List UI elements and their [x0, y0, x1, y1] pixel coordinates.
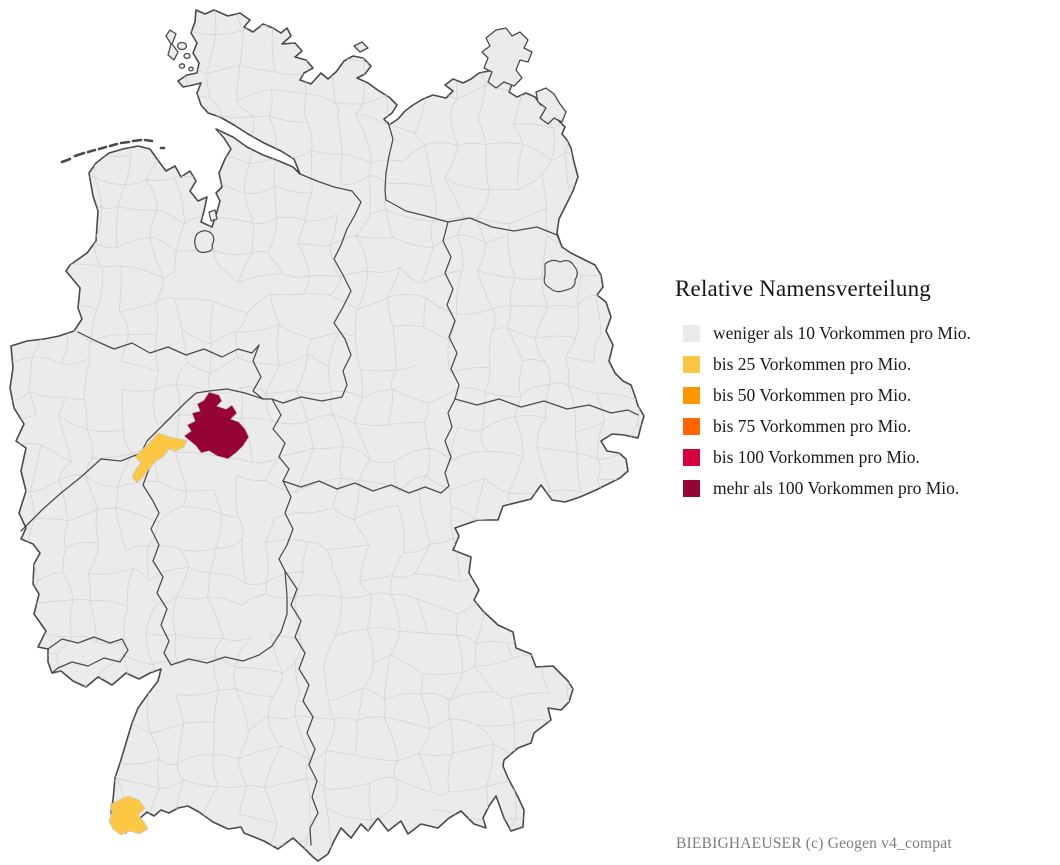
legend-swatch-50	[683, 387, 700, 404]
enclave-berlin	[543, 259, 578, 293]
legend-swatch-25	[683, 356, 700, 373]
germany-outline	[9, 9, 645, 862]
legend-row: weniger als 10 Vorkommen pro Mio.	[675, 318, 1045, 349]
legend: Relative Namensverteilung weniger als 10…	[675, 276, 1045, 504]
east-frisian-islands	[60, 138, 166, 164]
germany-map	[9, 9, 645, 862]
legend-label-100: bis 100 Vorkommen pro Mio.	[713, 447, 920, 467]
enclave-bremerhaven	[208, 209, 218, 222]
legend-swatch-gt100	[683, 480, 700, 497]
legend-swatch-100	[683, 449, 700, 466]
city-state-enclaves	[194, 209, 578, 293]
islands	[60, 27, 567, 164]
legend-row: mehr als 100 Vorkommen pro Mio.	[675, 473, 1045, 504]
state-borders	[20, 121, 639, 846]
legend-swatch-lt10	[683, 325, 700, 342]
legend-label-25: bis 25 Vorkommen pro Mio.	[713, 354, 912, 374]
legend-row: bis 100 Vorkommen pro Mio.	[675, 442, 1045, 473]
district-highlight-yellow-central	[131, 432, 188, 484]
district-highlight-dark-red	[183, 391, 250, 460]
legend-row: bis 25 Vorkommen pro Mio.	[675, 349, 1045, 380]
island-nordstrand	[188, 66, 194, 72]
district-highlight-yellow-southwest	[108, 795, 149, 836]
legend-row: bis 50 Vorkommen pro Mio.	[675, 380, 1045, 411]
island-ruegen	[481, 27, 533, 89]
island-fehmarn	[353, 41, 369, 53]
legend-label-lt10: weniger als 10 Vorkommen pro Mio.	[713, 323, 971, 343]
legend-label-75: bis 75 Vorkommen pro Mio.	[713, 416, 912, 436]
island-pellworm	[178, 63, 186, 69]
legend-label-50: bis 50 Vorkommen pro Mio.	[713, 385, 912, 405]
island-usedom	[535, 87, 567, 125]
legend-title: Relative Namensverteilung	[675, 276, 932, 301]
legend-row: bis 75 Vorkommen pro Mio.	[675, 411, 1045, 442]
island-amrum	[183, 52, 191, 60]
attribution: BIEBIGHAEUSER (c) Geogen v4_compat	[676, 835, 952, 852]
legend-swatch-75	[683, 418, 700, 435]
island-foehr	[176, 41, 188, 51]
legend-label-gt100: mehr als 100 Vorkommen pro Mio.	[713, 478, 960, 498]
island-sylt	[165, 29, 179, 61]
enclave-bremen	[194, 230, 215, 254]
